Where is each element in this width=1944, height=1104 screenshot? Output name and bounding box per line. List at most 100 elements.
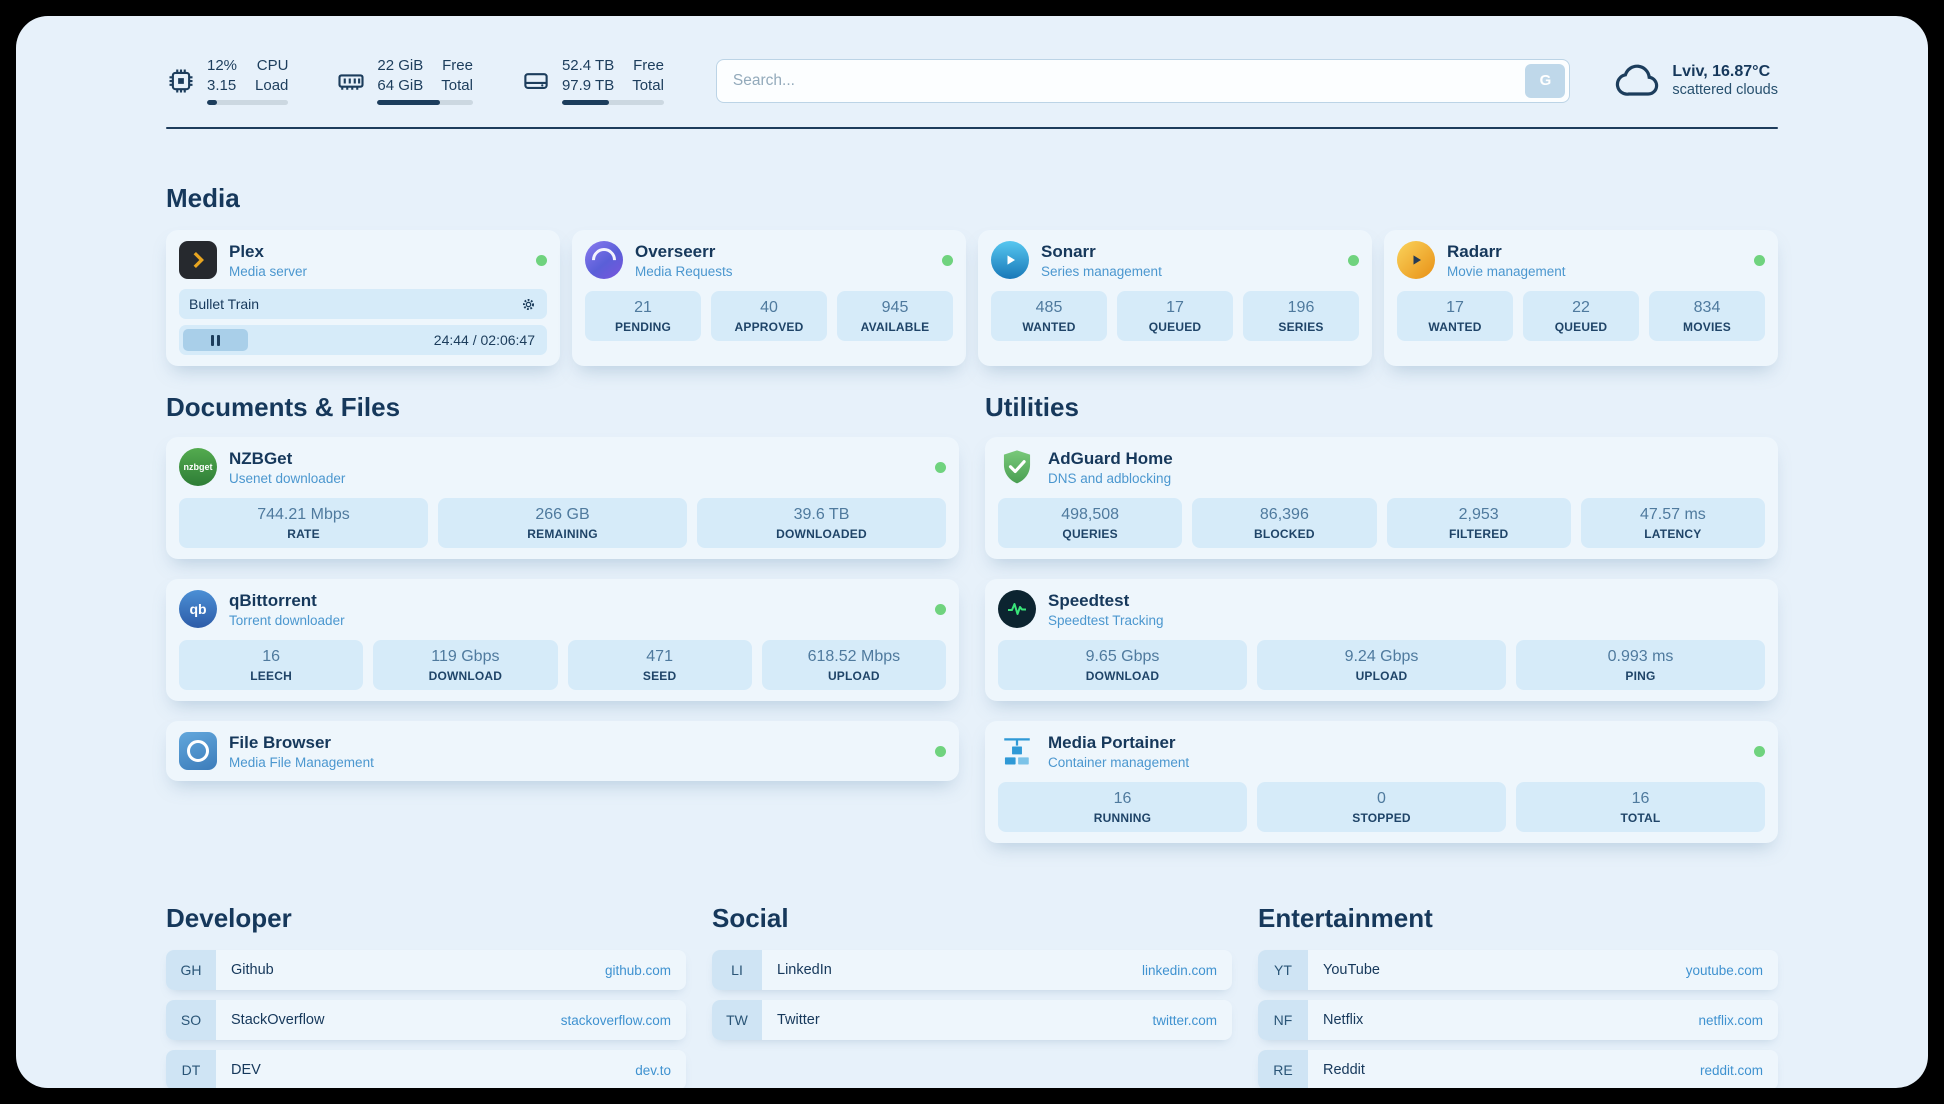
header-divider (166, 127, 1778, 129)
status-dot (935, 603, 946, 615)
cpu-icon (166, 66, 196, 96)
disk-total-label: Total (632, 76, 664, 94)
service-subtitle: Speedtest Tracking (1048, 612, 1164, 628)
stat-block: 945 AVAILABLE (837, 291, 953, 341)
bookmark-linkedin[interactable]: LI LinkedIn linkedin.com (712, 950, 1232, 990)
stat-block: 9.65 Gbps DOWNLOAD (998, 640, 1247, 690)
stat-block: 0 STOPPED (1257, 782, 1506, 832)
bookmark-group-developer: Developer GH Github github.com SO StackO… (166, 903, 686, 1088)
disk-widget: 52.4 TB Free 97.9 TB Total (521, 56, 664, 105)
service-card-adguard[interactable]: AdGuard Home DNS and adblocking 498,508 Q… (985, 437, 1778, 559)
cpu-usage-label: CPU (256, 57, 289, 74)
service-title: Media Portainer (1048, 732, 1176, 752)
search-input[interactable] (715, 58, 1571, 103)
service-subtitle: Usenet downloader (229, 470, 346, 486)
bookmark-youtube[interactable]: YT YouTube youtube.com (1258, 950, 1778, 990)
service-card-speedtest[interactable]: Speedtest Speedtest Tracking 9.65 Gbps DO… (985, 579, 1778, 701)
stat-block: 16 LEECH (179, 640, 364, 690)
bookmark-name: Reddit (1323, 1062, 1365, 1078)
status-dot (536, 254, 547, 266)
service-card-sonarr[interactable]: Sonarr Series management 485 WANTED 17 QUE… (978, 230, 1372, 366)
top-bar: 12% CPU 3.15 Load 22 (166, 56, 1778, 105)
section-documents: Documents & Files nzbget NZBGet Usenet d… (166, 392, 959, 843)
bookmark-url: twitter.com (1152, 1012, 1217, 1028)
nzbget-icon: nzbget (179, 448, 217, 486)
pause-icon[interactable] (183, 329, 248, 351)
weather-widget: Lviv, 16.87°C scattered clouds (1614, 57, 1778, 105)
disk-free-value: 52.4 TB (561, 57, 615, 74)
bookmark-name: Github (231, 962, 274, 978)
section-utilities: Utilities (985, 392, 1778, 843)
search-bar: G (715, 58, 1571, 103)
bookmark-github[interactable]: GH Github github.com (166, 950, 686, 990)
stat-block: 0.993 ms PING (1516, 640, 1765, 690)
adguard-shield-icon (998, 448, 1036, 486)
bookmark-name: StackOverflow (231, 1012, 325, 1028)
stat-block: 119 Gbps DOWNLOAD (373, 640, 558, 690)
gear-icon[interactable] (520, 296, 537, 313)
stat-block: 40 APPROVED (711, 291, 827, 341)
ram-free-label: Free (442, 57, 473, 74)
service-card-radarr[interactable]: Radarr Movie management 17 WANTED 22 QUEUE… (1384, 230, 1778, 366)
search-provider-button[interactable]: G (1525, 63, 1566, 98)
bookmark-abbr: RE (1258, 1050, 1308, 1088)
ram-total-value: 64 GiB (377, 76, 424, 94)
service-title: Plex (229, 241, 264, 261)
disk-progress-bar (561, 100, 664, 105)
bookmark-name: DEV (231, 1062, 261, 1078)
service-subtitle: Media File Management (229, 754, 374, 770)
stat-block: 47.57 ms LATENCY (1580, 498, 1765, 548)
cpu-usage-value: 12% (207, 57, 238, 74)
overseerr-icon (585, 241, 623, 279)
cpu-progress-bar (207, 100, 289, 105)
service-title: Overseerr (635, 241, 716, 261)
status-dot (1348, 254, 1359, 266)
section-title-social: Social (712, 903, 789, 933)
qbittorrent-icon: qb (179, 590, 217, 628)
service-subtitle: DNS and adblocking (1048, 470, 1172, 486)
service-card-portainer[interactable]: Media Portainer Container management 16 R… (985, 721, 1778, 843)
stat-block: 266 GB REMAINING (438, 498, 687, 548)
stat-block: 834 MOVIES (1649, 291, 1765, 341)
stat-block: 9.24 Gbps UPLOAD (1257, 640, 1506, 690)
bookmark-name: YouTube (1323, 962, 1380, 978)
system-metrics: 12% CPU 3.15 Load 22 (166, 56, 664, 105)
service-card-nzbget[interactable]: nzbget NZBGet Usenet downloader 744.21 M… (166, 437, 959, 559)
playback-progress-bar[interactable]: 24:44 / 02:06:47 (179, 325, 547, 355)
bookmark-dev[interactable]: DT DEV dev.to (166, 1050, 686, 1088)
plex-icon (179, 241, 217, 279)
service-subtitle: Torrent downloader (229, 612, 345, 628)
stat-block: 744.21 Mbps RATE (179, 498, 428, 548)
service-subtitle: Media Requests (635, 263, 733, 279)
bookmark-group-entertainment: Entertainment YT YouTube youtube.com NF … (1258, 903, 1778, 1088)
service-subtitle: Container management (1048, 754, 1190, 770)
service-title: qBittorrent (229, 590, 317, 610)
hard-drive-icon (521, 66, 551, 96)
ram-progress-bar (377, 100, 473, 105)
status-dot (935, 745, 946, 757)
bookmark-url: stackoverflow.com (560, 1012, 671, 1028)
now-playing-title: Bullet Train (189, 296, 260, 312)
stat-block: 498,508 QUERIES (998, 498, 1183, 548)
service-card-filebrowser[interactable]: File Browser Media File Management (166, 721, 959, 781)
bookmark-abbr: SO (166, 1000, 216, 1040)
bookmark-twitter[interactable]: TW Twitter twitter.com (712, 1000, 1232, 1040)
portainer-crane-icon (998, 732, 1036, 770)
service-title: Sonarr (1041, 241, 1096, 261)
bookmark-reddit[interactable]: RE Reddit reddit.com (1258, 1050, 1778, 1088)
service-title: Speedtest (1048, 590, 1130, 610)
status-dot (942, 254, 953, 266)
radarr-icon (1397, 241, 1435, 279)
stat-block: 22 QUEUED (1523, 291, 1639, 341)
service-subtitle: Series management (1041, 263, 1162, 279)
bookmark-url: reddit.com (1699, 1062, 1763, 1078)
service-title: AdGuard Home (1048, 448, 1173, 468)
service-card-overseerr[interactable]: Overseerr Media Requests 21 PENDING 40 APP… (572, 230, 966, 366)
bookmark-url: linkedin.com (1141, 962, 1217, 978)
service-card-qbittorrent[interactable]: qb qBittorrent Torrent downloader 16 LEEC… (166, 579, 959, 701)
bookmark-netflix[interactable]: NF Netflix netflix.com (1258, 1000, 1778, 1040)
bookmark-stackoverflow[interactable]: SO StackOverflow stackoverflow.com (166, 1000, 686, 1040)
cpu-widget: 12% CPU 3.15 Load (166, 56, 289, 105)
service-card-plex[interactable]: Plex Media server Bullet Train (166, 230, 560, 366)
stat-block: 16 TOTAL (1516, 782, 1765, 832)
